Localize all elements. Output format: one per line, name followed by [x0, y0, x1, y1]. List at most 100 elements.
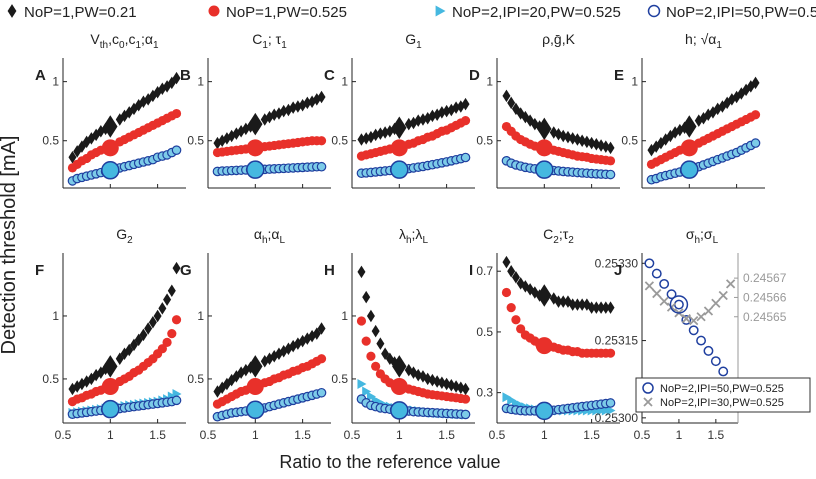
data-point-x	[727, 280, 735, 288]
y-axis-label: Detection threshold [mA]	[0, 136, 20, 355]
y-tick-label: 1	[486, 75, 493, 89]
reference-point-ring	[247, 161, 264, 178]
data-point-x	[697, 313, 705, 321]
data-point-circle	[317, 136, 326, 145]
reference-point-circle	[681, 139, 698, 156]
data-point-ring	[712, 357, 720, 365]
panel-letter: H	[324, 262, 335, 279]
x-tick-label: 1.5	[149, 428, 166, 442]
y-tick-label: 0.7	[476, 264, 493, 278]
x-tick-label: 1	[252, 428, 259, 442]
data-point-circle	[606, 349, 615, 358]
panel-title: Vth​,c0​,c1​;α1​	[90, 31, 159, 51]
y-tick-label: 1	[197, 75, 204, 89]
panel-d: 0.51ρ,ḡ,KD	[469, 31, 620, 188]
data-point-ring	[719, 367, 727, 375]
x-tick-label: 1	[107, 428, 114, 442]
reference-point-ring	[536, 161, 553, 178]
panel-letter: C	[324, 67, 335, 84]
data-point-ring	[689, 326, 697, 334]
series	[213, 163, 325, 176]
data-point-ring	[751, 139, 759, 147]
panel-title: G1​	[405, 31, 422, 51]
data-point-diamond	[502, 256, 510, 269]
reference-point-diamond	[248, 355, 262, 378]
legend-item: NoP=2,IPI=20,PW=0.525	[436, 4, 621, 21]
x-tick-label: 0.5	[200, 428, 217, 442]
panel-title: λh​;λL​	[399, 226, 428, 246]
reference-point-ring	[391, 402, 408, 419]
y-tick-label: 1	[52, 75, 59, 89]
legend-marker-circle	[209, 6, 220, 17]
y-tick-label: 0.5	[187, 372, 204, 386]
y-tick-label: 0.25300	[595, 411, 639, 425]
data-point-x	[712, 299, 720, 307]
legend-label: NoP=2,IPI=30,PW=0.525	[660, 397, 784, 409]
data-point-ring	[317, 163, 325, 171]
panel-title: G2​	[116, 226, 133, 246]
y-tick-label: 0.5	[476, 134, 493, 148]
reference-point-ring	[536, 402, 553, 419]
legend-item: NoP=2,IPI=50,PW=0.525	[649, 4, 816, 21]
series	[645, 259, 735, 391]
y-tick-label: 1	[197, 309, 204, 323]
data-point-diamond	[367, 310, 375, 323]
legend-label: NoP=1,PW=0.21	[24, 4, 137, 21]
panel-letter: G	[180, 262, 192, 279]
data-point-ring	[682, 316, 690, 324]
reference-point-circle	[391, 378, 408, 395]
data-point-ring	[461, 153, 469, 161]
x-tick-label: 1.5	[708, 428, 725, 442]
reference-point-ring	[391, 161, 408, 178]
x-tick-label: 1	[396, 428, 403, 442]
data-point-triangle	[357, 379, 366, 389]
data-point-circle	[461, 116, 470, 125]
reference-point-circle	[247, 378, 264, 395]
panel-title: C2​;τ2​	[543, 226, 574, 246]
data-point-diamond	[362, 291, 370, 304]
panel-title: C1​; τ1​	[252, 31, 287, 51]
data-point-circle	[172, 109, 181, 118]
data-point-ring	[653, 269, 661, 277]
y2-tick-label: 0.24566	[743, 290, 787, 304]
reference-point-ring	[102, 401, 119, 418]
reference-point-ring	[102, 162, 119, 179]
reference-point-circle	[102, 378, 119, 395]
data-point-diamond	[372, 325, 380, 338]
y-tick-label: 0.5	[331, 372, 348, 386]
data-point-circle	[606, 156, 615, 165]
data-point-x	[719, 292, 727, 300]
data-point-ring	[697, 336, 705, 344]
panel-letter: A	[35, 67, 46, 84]
panel-letter: J	[614, 262, 622, 279]
data-point-circle	[317, 354, 326, 363]
data-point-circle	[502, 288, 511, 297]
y2-tick-label: 0.24565	[743, 310, 787, 324]
legend-marker-triangle	[436, 6, 446, 17]
data-point-x	[645, 282, 653, 290]
reference-point-diamond	[682, 115, 696, 138]
series	[502, 90, 614, 154]
data-point-circle	[507, 303, 516, 312]
x-tick-label: 0.5	[344, 428, 361, 442]
reference-point-circle	[536, 139, 553, 156]
x-tick-label: 1	[676, 428, 683, 442]
data-point-ring	[675, 300, 683, 308]
y-tick-label: 0.5	[42, 372, 59, 386]
data-point-diamond	[376, 337, 384, 350]
data-point-diamond	[607, 301, 615, 314]
data-point-circle	[461, 394, 470, 403]
data-point-diamond	[163, 293, 171, 306]
data-point-circle	[366, 352, 375, 361]
series	[213, 322, 325, 397]
panel-title: ρ,ḡ,K	[542, 31, 576, 47]
data-point-ring	[461, 410, 469, 418]
